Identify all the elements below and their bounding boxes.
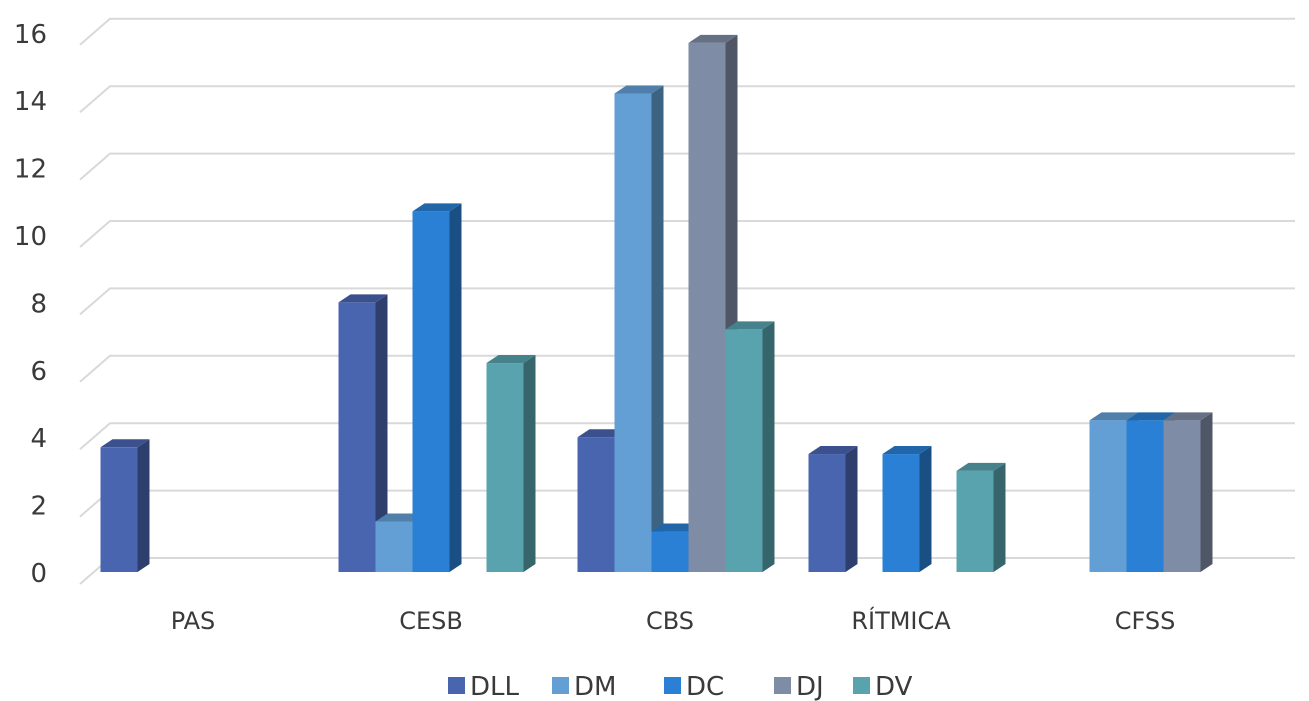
y-tick-label-5: 10	[14, 222, 47, 252]
bar-dc-cesb	[412, 203, 462, 572]
bar-side	[1200, 412, 1213, 572]
bar-top	[412, 203, 462, 212]
bar-side	[137, 439, 150, 572]
y-tick-label-3: 6	[30, 357, 47, 387]
bar-top	[808, 446, 858, 455]
y-axis-ticks: 0 2 4 6 8 10 12 14 16	[14, 20, 47, 589]
bar-front	[688, 42, 726, 573]
bar-front	[375, 521, 413, 572]
grid-line-5	[79, 220, 1295, 248]
bar-top	[882, 446, 932, 455]
bar-front	[614, 93, 652, 573]
grid-line-3	[79, 354, 1295, 383]
y-tick-label-0: 0	[30, 559, 47, 589]
bar-top	[614, 85, 664, 94]
bar-side	[919, 446, 932, 572]
y-tick-label-1: 2	[30, 492, 47, 522]
bar-top	[1126, 412, 1176, 421]
bar-side	[845, 446, 858, 572]
bar-top	[375, 513, 425, 522]
bar-top	[688, 34, 738, 43]
grid-line-2	[79, 422, 1295, 450]
bars	[100, 34, 1213, 573]
bar-top	[725, 321, 775, 330]
grid-line-6	[79, 152, 1295, 181]
legend: DLL DM DC DJ DV	[448, 672, 913, 701]
legend-item-dc: DC	[664, 672, 724, 701]
bar-dv-cbs	[725, 321, 775, 572]
grid-lines	[79, 17, 1295, 585]
bar-dv-cesb	[486, 355, 536, 572]
category-label-cfss: CFSS	[1115, 607, 1176, 635]
bar-side	[449, 203, 462, 572]
legend-item-dm: DM	[552, 672, 616, 701]
bar-top	[651, 523, 701, 532]
bar-front	[651, 531, 689, 572]
bar-side	[993, 462, 1006, 572]
legend-swatch	[774, 677, 791, 694]
y-tick-label-8: 16	[14, 20, 47, 50]
bar-dv-rítmica	[956, 462, 1006, 572]
legend-label: DV	[875, 672, 913, 701]
bar-front	[1126, 420, 1164, 572]
bar-top	[577, 429, 627, 438]
category-label-rítmica: RÍTMICA	[851, 606, 951, 635]
bar-top	[486, 355, 536, 364]
y-tick-label-7: 14	[14, 87, 47, 117]
legend-label: DC	[686, 672, 724, 701]
bar-top	[1163, 412, 1213, 421]
bar-dll-cesb	[338, 294, 388, 572]
bar-top	[100, 439, 150, 448]
bar-front	[486, 363, 524, 572]
bar-front	[1089, 420, 1127, 572]
legend-swatch	[448, 677, 465, 694]
y-tick-label-4: 8	[30, 289, 47, 319]
bar-front	[577, 437, 615, 572]
bar-front	[808, 454, 846, 572]
bar-side	[523, 355, 536, 572]
category-label-cesb: CESB	[399, 607, 463, 635]
bar-dm-cbs	[614, 85, 664, 573]
bar-dll-pas	[100, 439, 150, 572]
bar-front	[956, 470, 994, 572]
bar-side	[375, 294, 388, 572]
legend-item-dj: DJ	[774, 672, 824, 701]
bar-side	[762, 321, 775, 572]
bar-dll-rítmica	[808, 446, 858, 572]
category-label-cbs: CBS	[646, 607, 694, 635]
bar-dj-cfss	[1163, 412, 1213, 572]
bar-front	[1163, 420, 1201, 572]
legend-label: DM	[574, 672, 616, 701]
grid-line-4	[79, 287, 1295, 316]
bar-top	[1089, 412, 1139, 421]
y-tick-label-6: 12	[14, 155, 47, 185]
bar-front	[412, 211, 450, 572]
bar-front	[100, 447, 138, 572]
bar-top	[338, 294, 388, 303]
category-labels: PAS CESB CBS RÍTMICA CFSS	[171, 606, 1176, 635]
legend-swatch	[853, 677, 870, 694]
bar-front	[725, 329, 763, 572]
legend-label: DJ	[796, 672, 824, 701]
legend-swatch	[552, 677, 569, 694]
category-label-pas: PAS	[171, 607, 216, 635]
bar-top	[956, 462, 1006, 471]
legend-swatch	[664, 677, 681, 694]
y-tick-label-2: 4	[30, 424, 47, 454]
bar-dc-rítmica	[882, 446, 932, 572]
bar-side	[651, 85, 664, 573]
bar-front	[882, 454, 920, 572]
bar-front	[338, 302, 376, 572]
grid-line-8	[79, 17, 1295, 46]
legend-item-dv: DV	[853, 672, 913, 701]
legend-label: DLL	[470, 672, 520, 701]
legend-item-dll: DLL	[448, 672, 520, 701]
grid-line-7	[79, 85, 1295, 113]
